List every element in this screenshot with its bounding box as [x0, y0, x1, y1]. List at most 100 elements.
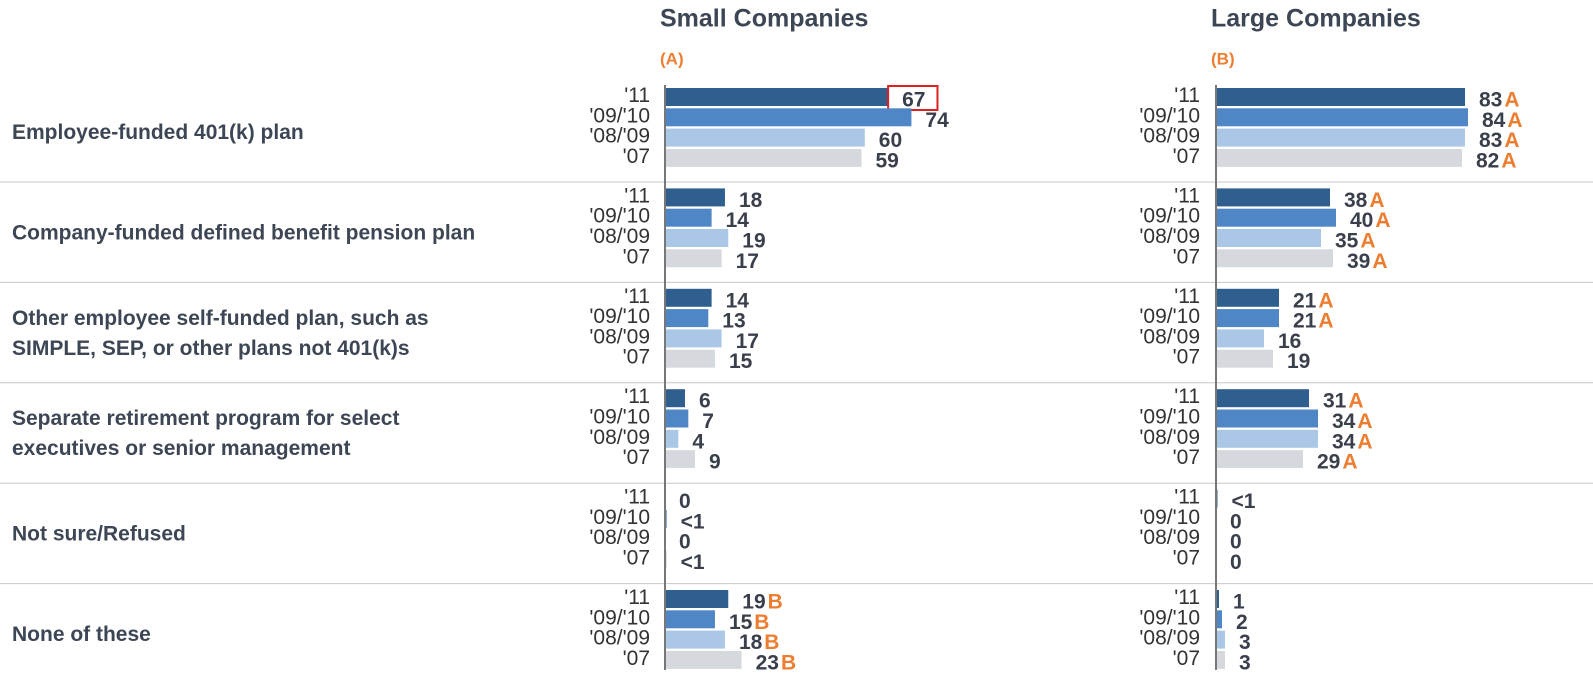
year-label: '11 — [1174, 184, 1200, 207]
value-label: 67 — [902, 88, 925, 111]
value-label: 9 — [709, 450, 721, 473]
category-label: Not sure/Refused — [12, 522, 186, 545]
value-label: 2 — [1236, 610, 1248, 633]
panel-subtitle: (A) — [660, 49, 684, 68]
year-label: '08/'09 — [1139, 325, 1200, 348]
year-label: '08/'09 — [589, 125, 650, 148]
year-label: '09/'10 — [1139, 305, 1200, 328]
value-label: 38A — [1344, 188, 1385, 211]
bar — [665, 188, 725, 207]
bar — [1216, 188, 1330, 207]
year-label: '07 — [623, 346, 650, 369]
value-text: 6 — [699, 389, 711, 412]
bar — [665, 309, 709, 328]
bar — [665, 229, 729, 247]
year-label: '09/'10 — [1139, 104, 1200, 127]
value-text: 18 — [739, 188, 763, 211]
year-label: '08/'09 — [589, 325, 650, 348]
significance-letter: A — [1504, 88, 1519, 111]
bar — [1216, 650, 1225, 669]
value-text: 34 — [1332, 410, 1356, 433]
value-label: 4 — [692, 430, 704, 453]
year-label: '11 — [624, 486, 650, 509]
value-label: 19B — [742, 590, 783, 613]
bar — [665, 108, 912, 127]
year-label: '08/'09 — [589, 627, 650, 650]
value-label: 21A — [1293, 309, 1334, 332]
value-label: 59 — [875, 149, 898, 172]
value-text: 74 — [925, 108, 949, 131]
bar — [665, 329, 722, 348]
year-label: '08/'09 — [589, 225, 650, 248]
year-label: '07 — [623, 647, 650, 670]
year-label: '07 — [1173, 547, 1200, 570]
significance-letter: A — [1507, 108, 1522, 131]
value-text: 0 — [1230, 551, 1242, 574]
year-label: '08/'09 — [589, 526, 650, 549]
bar — [665, 128, 865, 147]
value-text: 19 — [742, 590, 765, 613]
panel-title: Large Companies — [1211, 5, 1421, 33]
year-label: '08/'09 — [1139, 627, 1200, 650]
category-label: Company-funded defined benefit pension p… — [12, 221, 475, 244]
value-label: 0 — [1230, 551, 1242, 574]
category-label: Separate retirement program for select ex… — [12, 407, 399, 460]
value-label: 35A — [1335, 229, 1376, 252]
year-label: '09/'10 — [589, 606, 650, 629]
value-label: 21A — [1293, 289, 1334, 312]
value-label: 84A — [1482, 108, 1523, 131]
value-label: 14 — [726, 209, 750, 232]
value-label: 17 — [736, 249, 759, 272]
year-label: '07 — [1173, 145, 1200, 168]
bar — [665, 450, 695, 469]
year-label: '11 — [624, 184, 650, 207]
year-label: '09/'10 — [1139, 205, 1200, 228]
value-text: 2 — [1236, 610, 1248, 633]
value-text: 15 — [729, 350, 753, 373]
significance-letter: A — [1369, 188, 1384, 211]
value-label: 60 — [879, 129, 902, 152]
value-label: 0 — [679, 490, 691, 513]
value-text: 21 — [1293, 309, 1317, 332]
value-text: 15 — [729, 610, 753, 633]
value-label: 74 — [925, 108, 949, 131]
value-text: 0 — [1230, 530, 1242, 553]
value-label: 16 — [1278, 329, 1301, 352]
value-text: 17 — [736, 329, 759, 352]
bar — [1216, 208, 1336, 227]
value-label: 39A — [1347, 249, 1388, 272]
year-label: '11 — [624, 586, 650, 609]
value-text: 31 — [1323, 389, 1347, 412]
significance-letter: A — [1360, 229, 1375, 252]
value-text: 0 — [1230, 510, 1242, 533]
bar — [1216, 329, 1264, 348]
bar — [1216, 590, 1219, 608]
bar — [1216, 108, 1468, 127]
year-label: '07 — [1173, 647, 1200, 670]
value-label: <1 — [681, 510, 705, 533]
year-label: '09/'10 — [589, 506, 650, 529]
year-label: '11 — [1174, 486, 1200, 509]
significance-letter: B — [781, 651, 796, 674]
value-label: 34A — [1332, 410, 1373, 433]
year-label: '07 — [1173, 446, 1200, 469]
year-label: '08/'09 — [1139, 125, 1200, 148]
year-label: '11 — [624, 84, 650, 107]
value-label: 19 — [742, 229, 765, 252]
bar — [1216, 429, 1318, 448]
bar — [665, 349, 715, 368]
significance-letter: A — [1357, 410, 1372, 433]
value-label: 34A — [1332, 430, 1373, 453]
year-label: '09/'10 — [589, 205, 650, 228]
year-label: '08/'09 — [1139, 225, 1200, 248]
bar — [1216, 389, 1309, 408]
value-label: 1 — [1233, 590, 1245, 613]
bar — [1216, 630, 1225, 649]
value-text: 7 — [702, 410, 714, 433]
panel-title: Small Companies — [660, 5, 868, 33]
significance-letter: A — [1372, 249, 1387, 272]
value-text: <1 — [681, 510, 705, 533]
value-text: 40 — [1350, 209, 1373, 232]
value-label: 19 — [1287, 350, 1310, 373]
